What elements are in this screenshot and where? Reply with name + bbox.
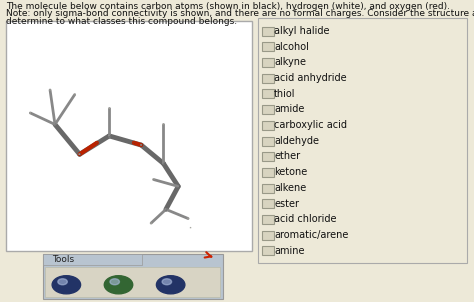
Circle shape: [54, 124, 56, 125]
Text: alkyne: alkyne: [274, 57, 306, 67]
Text: alcohol: alcohol: [274, 41, 309, 52]
Text: acid chloride: acid chloride: [274, 214, 337, 224]
FancyBboxPatch shape: [262, 152, 274, 161]
Text: The molecule below contains carbon atoms (shown in black), hydrogen (white), and: The molecule below contains carbon atoms…: [6, 2, 450, 11]
Circle shape: [109, 135, 110, 137]
Circle shape: [165, 209, 167, 210]
Circle shape: [58, 279, 67, 285]
FancyBboxPatch shape: [262, 89, 274, 98]
Circle shape: [140, 145, 142, 146]
Text: amine: amine: [274, 246, 305, 256]
FancyBboxPatch shape: [262, 121, 274, 130]
Circle shape: [74, 94, 75, 95]
Circle shape: [177, 186, 179, 187]
FancyBboxPatch shape: [262, 74, 274, 83]
FancyBboxPatch shape: [262, 137, 274, 146]
FancyBboxPatch shape: [262, 231, 274, 240]
Circle shape: [104, 276, 133, 294]
FancyBboxPatch shape: [6, 21, 252, 251]
Circle shape: [109, 135, 110, 137]
Circle shape: [190, 227, 191, 228]
Circle shape: [52, 276, 81, 294]
Circle shape: [163, 124, 164, 125]
Text: Note: only sigma-bond connectivity is shown, and there are no formal charges. Co: Note: only sigma-bond connectivity is sh…: [6, 9, 474, 18]
Circle shape: [140, 145, 142, 146]
FancyBboxPatch shape: [262, 199, 274, 208]
FancyBboxPatch shape: [262, 215, 274, 224]
Text: determine to what classes this compound belongs.: determine to what classes this compound …: [6, 17, 237, 26]
FancyBboxPatch shape: [262, 184, 274, 193]
Circle shape: [177, 186, 179, 187]
Circle shape: [153, 179, 154, 180]
FancyBboxPatch shape: [262, 246, 274, 255]
Circle shape: [79, 154, 81, 155]
FancyBboxPatch shape: [262, 168, 274, 177]
Circle shape: [162, 279, 172, 285]
Circle shape: [188, 218, 189, 219]
FancyBboxPatch shape: [262, 27, 274, 36]
Text: amide: amide: [274, 104, 304, 114]
Circle shape: [165, 209, 167, 210]
Circle shape: [156, 276, 185, 294]
Text: thiol: thiol: [274, 88, 296, 99]
Text: aromatic/arene: aromatic/arene: [274, 230, 348, 240]
Circle shape: [153, 179, 154, 180]
FancyBboxPatch shape: [262, 42, 274, 51]
Circle shape: [163, 163, 164, 164]
Text: Tools: Tools: [52, 255, 74, 264]
FancyBboxPatch shape: [262, 58, 274, 67]
FancyBboxPatch shape: [43, 254, 142, 265]
Text: ether: ether: [274, 151, 301, 162]
Text: carboxylic acid: carboxylic acid: [274, 120, 347, 130]
Text: alkyl halide: alkyl halide: [274, 26, 329, 36]
Circle shape: [163, 163, 164, 164]
Text: alkene: alkene: [274, 183, 306, 193]
FancyBboxPatch shape: [43, 254, 223, 299]
FancyBboxPatch shape: [45, 267, 220, 297]
Circle shape: [163, 124, 164, 125]
Circle shape: [55, 124, 56, 125]
Text: ketone: ketone: [274, 167, 308, 177]
Circle shape: [188, 218, 189, 219]
Text: ester: ester: [274, 198, 299, 209]
FancyBboxPatch shape: [262, 105, 274, 114]
Circle shape: [190, 227, 191, 228]
Circle shape: [79, 154, 81, 155]
Circle shape: [110, 279, 119, 285]
Circle shape: [74, 94, 75, 95]
Text: acid anhydride: acid anhydride: [274, 73, 347, 83]
FancyBboxPatch shape: [258, 18, 467, 263]
Text: aldehyde: aldehyde: [274, 136, 319, 146]
